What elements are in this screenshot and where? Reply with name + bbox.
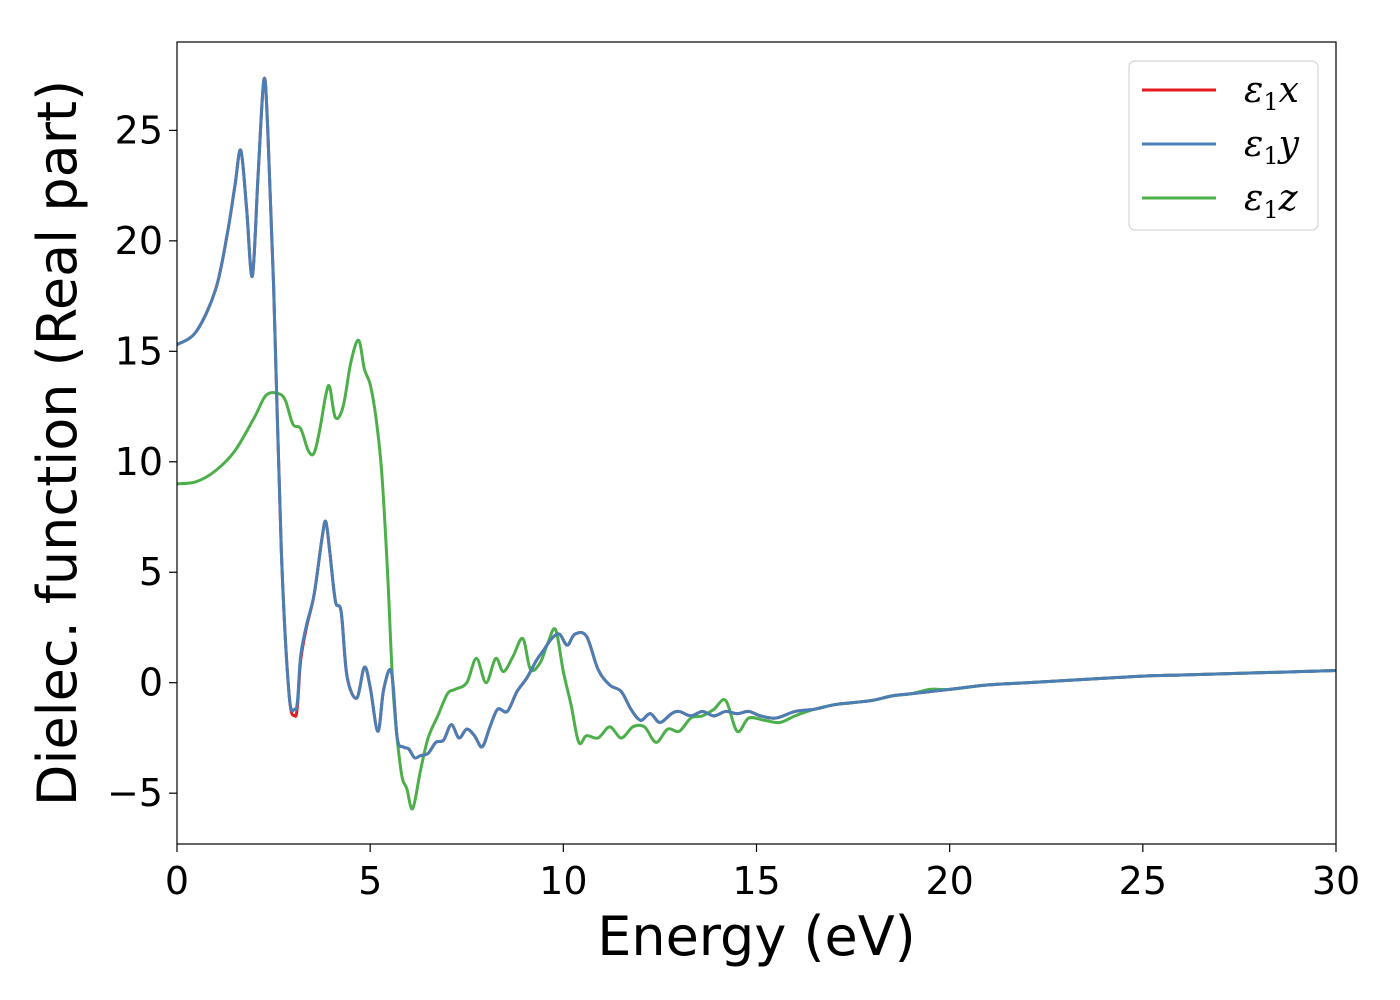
y-axis-title: Dielec. function (Real part) bbox=[26, 80, 89, 806]
y-tick-label: 20 bbox=[115, 219, 163, 263]
x-tick-label: 5 bbox=[358, 859, 382, 903]
y-tick-label: 25 bbox=[115, 108, 163, 152]
legend: ε1x ε1y ε1z bbox=[1128, 60, 1319, 231]
x-tick-label: 30 bbox=[1312, 859, 1360, 903]
legend-label-x: ε1x bbox=[1244, 70, 1299, 116]
x-tick-label: 15 bbox=[732, 859, 780, 903]
legend-box bbox=[1128, 60, 1319, 231]
y-tick-label: 0 bbox=[139, 661, 163, 705]
x-tick-label: 25 bbox=[1119, 859, 1167, 903]
x-axis-ticks: 0 5 10 15 20 25 30 bbox=[165, 844, 1360, 903]
legend-label-y: ε1y bbox=[1244, 124, 1300, 170]
x-tick-label: 10 bbox=[539, 859, 587, 903]
y-tick-label: 15 bbox=[115, 329, 163, 373]
y-tick-label: −5 bbox=[107, 771, 163, 815]
legend-label-z: ε1z bbox=[1244, 178, 1299, 224]
x-tick-label: 0 bbox=[165, 859, 189, 903]
y-tick-label: 10 bbox=[115, 440, 163, 484]
y-tick-label: 5 bbox=[139, 550, 163, 594]
series-layer bbox=[177, 76, 1336, 811]
series-line-y bbox=[177, 76, 1336, 760]
x-tick-label: 20 bbox=[925, 859, 973, 903]
y-axis-ticks: −5 0 5 10 15 20 25 bbox=[107, 108, 177, 815]
x-axis-title: Energy (eV) bbox=[597, 905, 916, 968]
